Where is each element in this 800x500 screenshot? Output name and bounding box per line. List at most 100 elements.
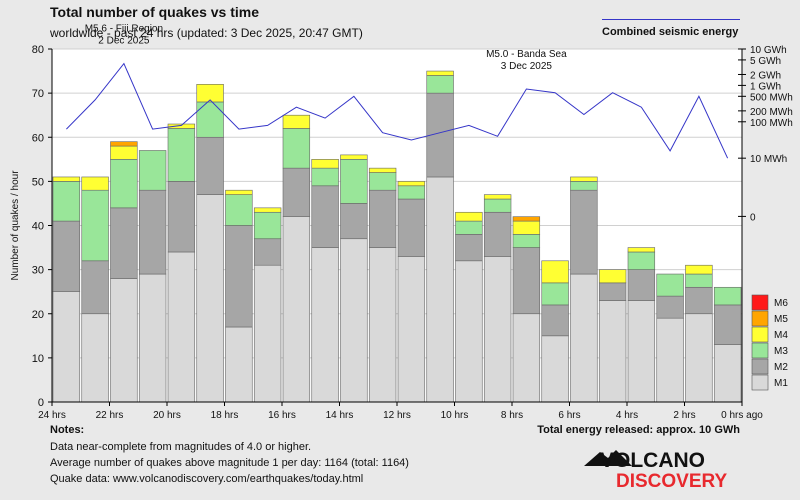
bar-M1-23 [713, 344, 742, 403]
bar-M2-5 [196, 136, 224, 195]
bar-M4-4 [167, 123, 196, 129]
legend-swatch-M3 [751, 342, 769, 359]
energy-legend-line [602, 19, 740, 20]
bar-M1-20 [627, 300, 656, 403]
bar-M1-17 [541, 335, 569, 403]
bar-M1-4 [167, 251, 196, 403]
chart-grid [52, 48, 742, 402]
x-tick-label: 14 hrs [326, 410, 354, 420]
y-tick-label: 70 [32, 88, 44, 100]
bar-M3-16 [512, 234, 541, 248]
annotation-label: M5.0 - Banda Sea [486, 49, 567, 60]
bar-M2-15 [483, 211, 512, 257]
annotation-date: 2 Dec 2025 [98, 36, 150, 47]
legend-label-M3: M3 [774, 346, 788, 357]
y-tick-label: 20 [32, 309, 44, 321]
bar-M3-15 [483, 198, 512, 213]
bar-M3-4 [167, 128, 196, 182]
annotation-date: 3 Dec 2025 [501, 61, 553, 72]
bar-M4-6 [225, 189, 253, 195]
bar-M3-12 [397, 185, 426, 200]
volcanodiscovery-logo: VOLCANO DISCOVERY [584, 449, 728, 492]
bar-M1-5 [196, 194, 224, 403]
energy-tick-label: 1 GWh [750, 81, 781, 92]
magnitude-legend: M6 M5 M4 M3 M2 M1 [751, 294, 788, 391]
bar-M4-19 [598, 269, 627, 284]
bar-M2-11 [368, 189, 397, 248]
bar-M2-23 [713, 304, 742, 345]
chart-title: Total number of quakes vs time [50, 4, 260, 20]
bar-M1-18 [570, 273, 598, 403]
bar-M2-3 [138, 189, 167, 275]
bar-M3-18 [570, 181, 598, 191]
bar-M4-5 [196, 84, 224, 103]
bar-M1-7 [253, 264, 282, 403]
energy-line [66, 62, 729, 159]
bar-M3-11 [368, 172, 397, 191]
y-axis-label: Number of quakes / hour [10, 170, 21, 281]
bar-M2-8 [282, 167, 311, 217]
bar-M3-14 [455, 220, 483, 235]
bar-M2-21 [656, 295, 684, 319]
x-tick-label: 16 hrs [268, 410, 296, 420]
bar-M1-19 [598, 300, 627, 403]
bar-M4-18 [570, 176, 598, 182]
bar-M5-2 [110, 141, 138, 147]
y-tick-label: 40 [32, 221, 44, 233]
bar-M1-11 [368, 247, 397, 403]
x-tick-label: 18 hrs [211, 410, 239, 420]
bar-M2-1 [81, 260, 109, 315]
legend-label-M6: M6 [774, 298, 788, 309]
bar-M3-3 [138, 150, 167, 191]
bar-M2-22 [685, 286, 713, 315]
bar-M2-20 [627, 269, 656, 301]
x-tick-label: 8 hrs [501, 410, 523, 420]
x-tick-label: 12 hrs [383, 410, 411, 420]
bar-M2-12 [397, 198, 426, 257]
bar-M1-8 [282, 216, 311, 403]
x-tick-label: 24 hrs [38, 410, 66, 420]
bar-M2-17 [541, 304, 569, 337]
chart-bars [52, 70, 742, 403]
bar-M2-2 [110, 207, 138, 279]
legend-swatch-M1 [751, 374, 769, 391]
bar-M2-7 [253, 238, 282, 266]
x-tick-label: 20 hrs [153, 410, 181, 420]
bar-M2-0 [52, 220, 81, 292]
bar-M3-1 [81, 189, 109, 262]
bar-M2-10 [340, 203, 368, 240]
legend-label-M1: M1 [774, 378, 788, 389]
bar-M4-10 [340, 154, 368, 160]
bar-M2-6 [225, 225, 253, 328]
x-tick-label: 6 hrs [558, 410, 580, 420]
legend-label-M2: M2 [774, 362, 788, 373]
total-energy: Total energy released: approx. 10 GWh [537, 424, 740, 436]
bar-M3-13 [426, 75, 454, 94]
bar-M3-9 [311, 167, 339, 187]
bar-M1-0 [52, 291, 81, 403]
bar-M4-0 [52, 176, 81, 182]
x-tick-label: 0 hrs ago [721, 410, 763, 420]
bar-M4-16 [512, 220, 541, 235]
bar-M3-23 [713, 286, 742, 306]
bar-M2-16 [512, 247, 541, 315]
legend-swatch-M4 [751, 326, 769, 343]
bar-M1-9 [311, 247, 339, 403]
quake-chart: 0 10 20 30 40 50 60 70 80 Number of quakes / hour… [10, 24, 793, 420]
bar-M3-22 [685, 273, 713, 288]
energy-tick-label: 5 GWh [750, 56, 781, 67]
bar-M1-13 [426, 176, 454, 403]
logo-volcano-shape [584, 450, 632, 466]
bar-M4-13 [426, 70, 454, 76]
energy-legend-label: Combined seismic energy [602, 26, 739, 38]
bar-M4-1 [81, 176, 109, 191]
logo-word-volcano: VOLCANO [600, 449, 705, 472]
bar-M1-10 [340, 238, 368, 403]
bar-M4-8 [282, 114, 311, 129]
legend-label-M5: M5 [774, 314, 788, 325]
bar-M3-5 [196, 101, 224, 138]
note-line-1: Data near-complete from magnitudes of 4.… [50, 441, 312, 453]
